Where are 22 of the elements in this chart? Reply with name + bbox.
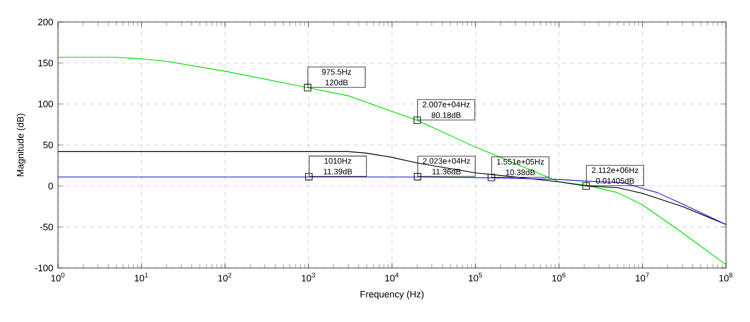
x-axis-title: Frequency (Hz) [360,290,424,300]
x-tick-label: 10$^{6}$ [552,272,566,282]
y-tick-label: -50 [40,224,53,230]
y-tick-label: 100 [38,100,53,108]
y-tick-label: -100 [35,264,53,272]
y-tick-label: 200 [38,18,53,26]
y-tick-label: 0 [48,182,53,190]
y-tick-label: 50 [43,142,53,148]
x-tick-label: 10$^{0}$ [51,272,64,282]
x-tick-label: 10$^{4}$ [385,272,399,282]
y-axis-title: Magnitude (dB) [16,114,26,176]
x-tick-label: 10$^{5}$ [468,272,482,282]
x-tick-label: 10$^{2}$ [218,272,232,282]
annotation: 975.5Hz 120dB [322,69,352,86]
annotation: 2.007e+04Hz 80.18dB [422,102,470,118]
y-tick-label: 150 [38,60,53,66]
x-tick-label: 10$^{8}$ [719,272,732,282]
annotation: 1010Hz 11.39dB [324,158,352,174]
annotation: 2.023e+04Hz 11.36dB [422,158,470,174]
x-tick-label: 10$^{1}$ [134,272,148,282]
x-tick-label: 10$^{3}$ [302,272,315,282]
x-tick-label: 10$^{7}$ [636,272,649,282]
